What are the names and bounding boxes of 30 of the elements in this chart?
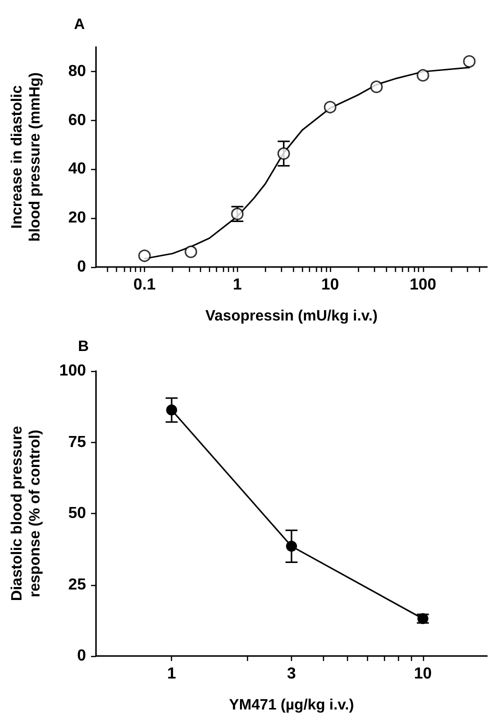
- y-tick-label: 100: [59, 362, 86, 380]
- y-axis-title: Increase in diastolic blood pressure (mmHg): [8, 72, 44, 242]
- point: [370, 80, 383, 94]
- chart-title: A: [74, 16, 85, 33]
- y-tick-label: 20: [68, 210, 86, 227]
- y-tick-label: 60: [68, 112, 86, 129]
- point: [463, 55, 476, 68]
- y-tick-label: 0: [77, 258, 86, 276]
- point: [138, 250, 151, 262]
- y-tick-label: 0: [77, 648, 86, 664]
- point: [416, 69, 430, 82]
- y-tick-label: 25: [68, 576, 86, 594]
- x-axis-title: YM471 (µg/kg i.v.): [228, 696, 354, 714]
- x-tick-label: 10: [414, 666, 432, 682]
- y-tick-label: 50: [68, 505, 86, 522]
- point: [184, 246, 198, 258]
- point: [277, 147, 290, 160]
- x-tick-label: 10: [321, 276, 340, 294]
- x-axis-title: Vasopressin (mU/kg i.v.): [205, 308, 378, 324]
- x-tick-label: 1: [167, 666, 176, 682]
- x-tick-label: 1: [232, 276, 242, 294]
- x-tick-label: 100: [410, 276, 436, 294]
- y-tick-label: 75: [68, 434, 86, 451]
- y-axis-title: Diastolic blood pressure response (% of control): [8, 426, 44, 602]
- point: [324, 100, 336, 114]
- y-tick-label: 80: [68, 62, 86, 80]
- x-tick-label: 3: [287, 666, 296, 682]
- chart-title: B: [78, 338, 89, 355]
- x-tick-label: 0.1: [133, 276, 156, 294]
- y-tick-label: 40: [68, 160, 86, 178]
